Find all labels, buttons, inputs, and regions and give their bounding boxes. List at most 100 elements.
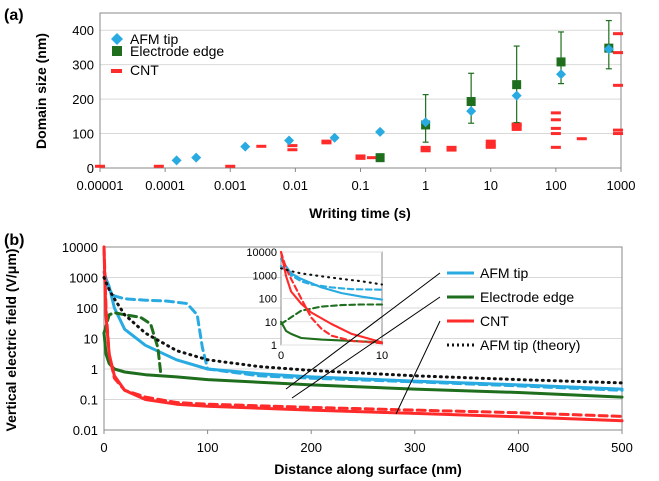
cnt-point [550,111,561,115]
b-xtick-label: 100 [197,440,219,455]
panel-b-legend: AFM tip Electrode edge CNT AFM tip (theo… [285,265,580,415]
legend-electrode-marker [112,46,122,56]
cnt-point [355,156,366,160]
a-ytick-label: 0 [87,161,94,176]
cnt-point [511,127,522,131]
a-ytick-label: 100 [72,127,94,142]
afm-point [284,135,295,146]
series-line-afm-tip-dashed [102,270,624,392]
panel-a-xlabel: Writing time (s) [309,205,411,221]
b-xtick-label: 300 [404,440,426,455]
legend-afm-marker [111,33,123,45]
legend-afm-label: AFM tip [130,31,178,47]
b-xtick-label: 200 [300,440,322,455]
legend-cnt-label: CNT [130,62,159,78]
panel-a: (a) 0 100 200 300 400 0.00001 0.0001 0.001 0.01 0… [4,7,635,221]
leader-cnt [395,320,441,415]
cnt-point [420,145,431,149]
cnt-point [153,164,164,168]
legend-electrode-label: Electrode edge [130,43,224,59]
afm-point [240,141,251,152]
a-ytick-label: 400 [72,23,94,38]
b-ytick-label: 0.01 [73,423,98,438]
series-line-afm-tip [279,257,384,301]
a-xtick-label: 0.0001 [145,178,185,193]
electrode-point [375,153,385,163]
a-xtick-label: 0.1 [351,178,369,193]
cnt-point [550,118,561,122]
inset-ytick-label: 100 [259,294,277,306]
b-ytick-label: 1 [91,362,98,377]
series-line-afm-tip-dashed [279,264,384,291]
leader-afm [285,272,441,390]
cnt-point [355,154,366,158]
cnt-point [366,156,377,160]
cnt-point [485,139,496,143]
inset-xtick-label: 0 [278,350,284,362]
electrode-point [512,80,522,90]
cnt-point [613,83,624,87]
legend-cnt-marker [111,69,122,73]
cnt-point [511,125,522,129]
cnt-point [485,144,496,148]
afm-point [556,69,567,80]
panel-b-xlabel: Distance along surface (nm) [274,461,462,477]
cnt-point [613,51,624,55]
a-xtick-label: 0.00001 [77,178,124,193]
cnt-point [613,128,624,132]
inset-xtick-label: 10 [376,350,388,362]
a-xtick-label: 1 [422,178,429,193]
cnt-point [550,126,561,130]
electrode-point [466,97,476,107]
cnt-point [511,123,522,127]
afm-point [171,155,182,166]
inset-ytick-label: 1000 [253,270,277,282]
b-xtick-label: 400 [508,440,530,455]
cnt-point [420,147,431,151]
cnt-point [287,144,298,148]
a-ytick-label: 200 [72,92,94,107]
electrode-point [556,57,566,67]
cnt-point [256,144,267,148]
b-ytick-label: 10000 [62,240,98,255]
afm-point [603,44,614,55]
afm-point [375,126,386,137]
legend-b-electrode-label: Electrode edge [480,289,574,305]
cnt-point [446,145,457,149]
panel-b-ylabel: Vertical electric field (V/μm) [3,249,19,432]
b-ytick-label: 10 [84,332,98,347]
leader-electrode [291,296,441,399]
inset-ytick-label: 1 [271,340,277,352]
afm-point [466,106,477,117]
series-line-electrode-edge [279,320,384,344]
series-line-cnt-dashed [102,245,624,418]
afm-point [420,117,431,128]
b-ytick-label: 0.1 [80,393,98,408]
b-ytick-label: 1000 [69,271,98,286]
panel-b-label: (b) [4,232,24,249]
cnt-point [95,164,105,168]
series-line-afm-tip-theory [102,276,624,385]
series-line-electrode-edge-dashed [279,303,384,326]
series-line-afm-tip-theory [279,267,384,286]
cnt-point [613,132,624,136]
panel-a-legend: AFM tip Electrode edge CNT [111,31,224,78]
b-xtick-label: 500 [611,440,633,455]
legend-b-theory-label: AFM tip (theory) [480,337,580,353]
cnt-point [613,32,624,36]
cnt-point [550,132,561,136]
a-xtick-label: 10 [484,178,498,193]
cnt-point [321,141,332,145]
b-xtick-label: 0 [100,440,107,455]
series-line-cnt-dashed [279,250,384,345]
cnt-point [485,145,496,149]
cnt-point [550,145,561,149]
inset-ytick-label: 10 [265,317,277,329]
b-ytick-label: 100 [76,301,98,316]
panel-a-label: (a) [4,7,24,24]
cnt-point [420,149,431,153]
inset-ytick-label: 10000 [246,247,277,259]
a-xtick-label: 1000 [607,178,636,193]
